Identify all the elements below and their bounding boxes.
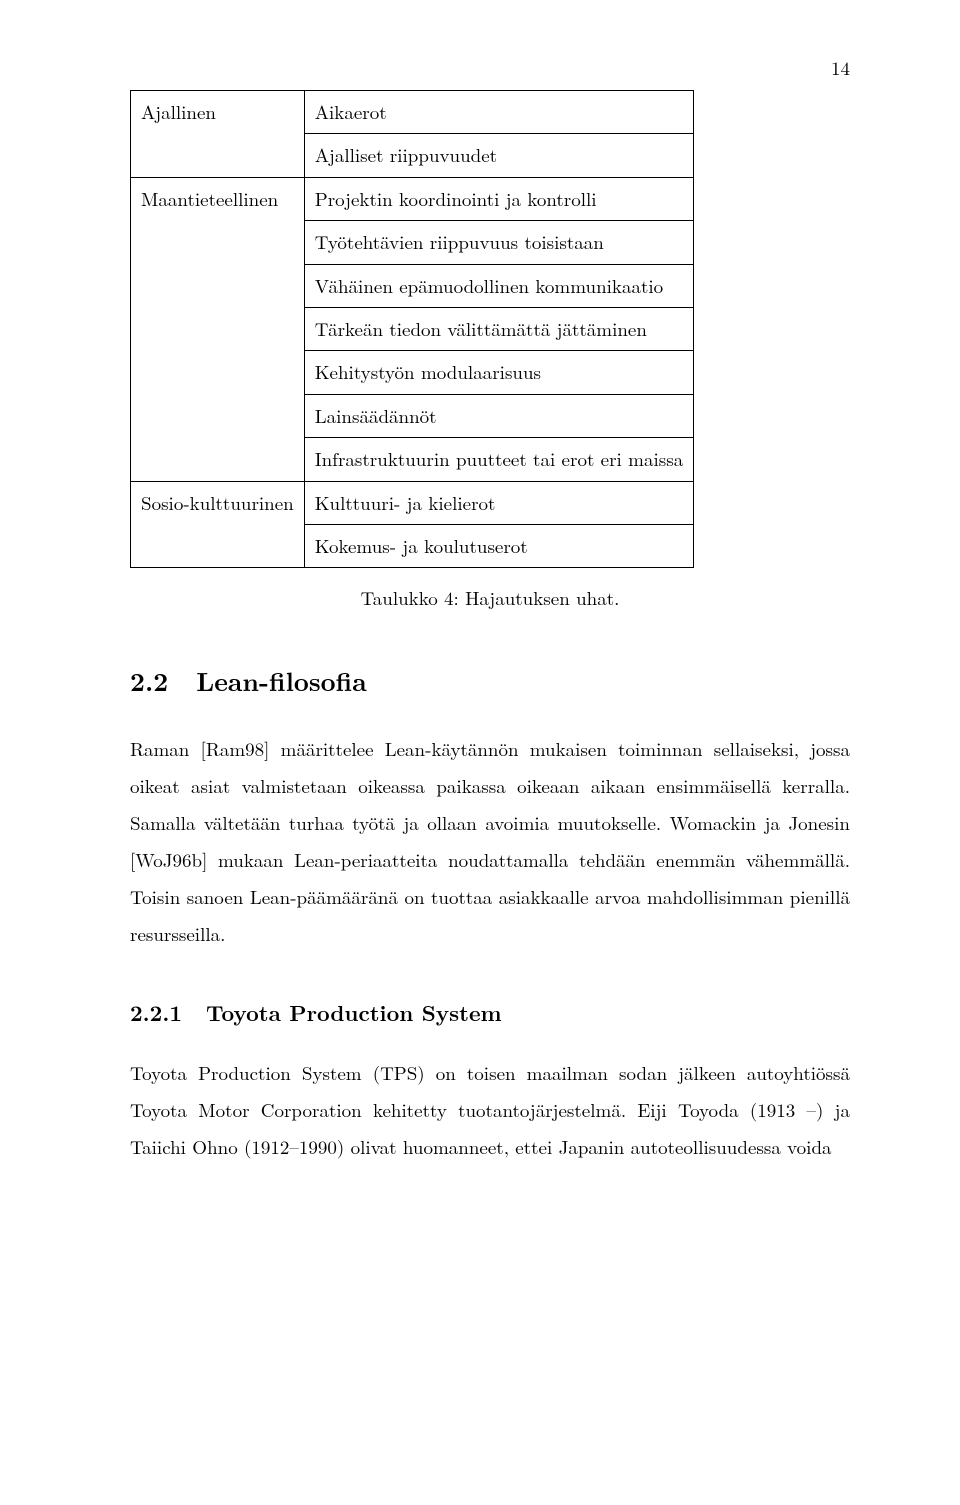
category-cell: Sosio-kulttuurinen bbox=[131, 481, 305, 568]
item-cell: Ajalliset riippuvuudet bbox=[304, 134, 694, 177]
body-paragraph: Toyota Production System (TPS) on toisen… bbox=[130, 1054, 850, 1165]
body-paragraph: Raman [Ram98] määrittelee Lean-käytännön… bbox=[130, 730, 850, 952]
page: 14 Ajallinen Aikaerot Ajalliset riippuvu… bbox=[0, 0, 960, 1505]
item-cell: Projektin koordinointi ja kontrolli bbox=[304, 177, 694, 220]
item-cell: Kulttuuri- ja kielierot bbox=[304, 481, 694, 524]
threats-table: Ajallinen Aikaerot Ajalliset riippuvuude… bbox=[130, 90, 694, 568]
section-heading: 2.2 Lean-filosofia bbox=[130, 656, 850, 705]
item-cell: Aikaerot bbox=[304, 91, 694, 134]
table-row: Sosio-kulttuurinen Kulttuuri- ja kielier… bbox=[131, 481, 694, 524]
table-caption: Taulukko 4: Hajautuksen uhat. bbox=[130, 580, 850, 616]
item-cell: Tärkeän tiedon välittämättä jättäminen bbox=[304, 307, 694, 350]
section-number: 2.2 bbox=[130, 656, 168, 705]
table-row: Maantieteellinen Projektin koordinointi … bbox=[131, 177, 694, 220]
section-title: Lean-filosofia bbox=[196, 662, 367, 699]
item-cell: Vähäinen epämuodollinen kommunikaatio bbox=[304, 264, 694, 307]
subsection-number: 2.2.1 bbox=[130, 992, 182, 1034]
item-cell: Työtehtävien riippuvuus toisistaan bbox=[304, 221, 694, 264]
table-row: Ajallinen Aikaerot bbox=[131, 91, 694, 134]
category-cell: Ajallinen bbox=[131, 91, 305, 178]
page-number: 14 bbox=[831, 50, 850, 86]
item-cell: Kokemus- ja koulutuserot bbox=[304, 524, 694, 567]
subsection-title: Toyota Production System bbox=[206, 997, 502, 1028]
item-cell: Infrastruktuurin puutteet tai erot eri m… bbox=[304, 438, 694, 481]
subsection-heading: 2.2.1 Toyota Production System bbox=[130, 992, 850, 1034]
category-cell: Maantieteellinen bbox=[131, 177, 305, 481]
item-cell: Lainsäädännöt bbox=[304, 394, 694, 437]
item-cell: Kehitystyön modulaarisuus bbox=[304, 351, 694, 394]
